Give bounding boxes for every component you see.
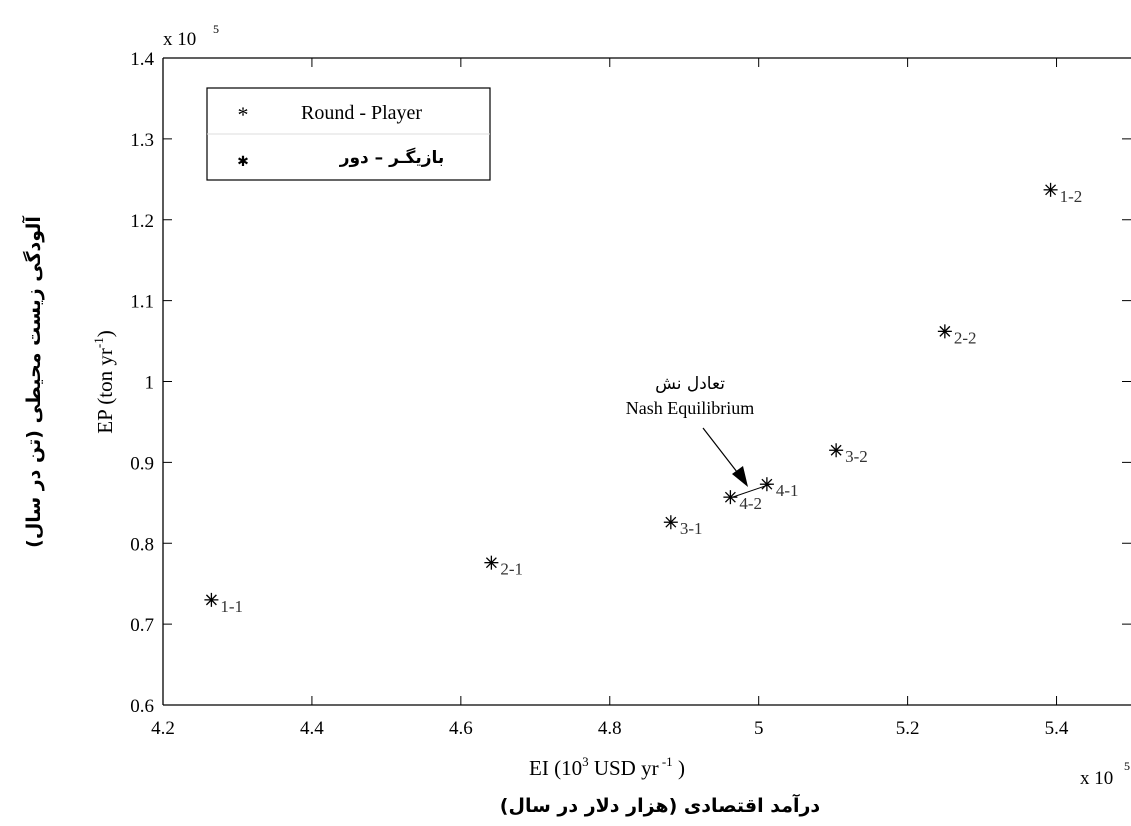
data-point-marker	[484, 555, 499, 570]
x-axis-title-persian: درآمد اقتصادی (هزار دلار در سال)	[500, 793, 821, 817]
data-point-marker	[759, 477, 774, 492]
x-tick-label: 4.4	[300, 718, 324, 739]
data-point-marker	[723, 490, 738, 505]
legend-marker-round-player: *	[238, 102, 249, 127]
y-tick-label: 0.6	[130, 696, 154, 717]
data-point-marker	[204, 592, 219, 607]
x-axis-title-end: )	[673, 756, 685, 780]
axis-ticks: 4.2 4.4 4.6 4.8 5 5.2 5.4 0.6 0.7 0.8 0.9 1 1.1 1.2 1.…	[130, 49, 1131, 739]
star-marker-stroke	[939, 325, 951, 337]
data-point-label: 2-1	[500, 560, 523, 579]
y-multiplier: x 10	[163, 29, 196, 50]
star-marker-stroke	[1045, 184, 1057, 196]
x-tick-label: 5.4	[1045, 718, 1069, 739]
data-point-label: 4-2	[739, 494, 762, 513]
data-point-label: 3-1	[680, 519, 703, 538]
legend-label-persian: بازیگـر – دور	[339, 147, 445, 168]
x-axis-title: EI (103 USD yr -1 )	[529, 754, 685, 780]
y-axis-title-sup: -1	[91, 337, 106, 348]
data-points: 1-1 2-1 3-1 4-2 4-1 3-2 2-2 1-2	[204, 182, 1083, 616]
data-point-marker	[937, 324, 952, 339]
data-point-marker	[1043, 182, 1058, 197]
data-point-label: 1-1	[220, 597, 243, 616]
y-tick-label: 1	[145, 373, 155, 394]
star-marker-stroke	[205, 594, 217, 606]
y-axis-title: EP (ton yr-1)	[91, 330, 117, 433]
x-tick-label: 4.6	[449, 718, 473, 739]
x-tick-label: 5.2	[896, 718, 920, 739]
star-marker-stroke	[485, 557, 497, 569]
x-axis-title-sup: 3	[582, 754, 589, 769]
x-tick-label: 5	[754, 718, 764, 739]
x-multiplier: x 10	[1080, 768, 1113, 789]
star-marker-stroke	[724, 491, 736, 503]
data-point-label: 1-2	[1060, 187, 1083, 206]
data-point-label: 2-2	[954, 328, 977, 347]
y-axis-title-end: )	[93, 330, 117, 337]
x-multiplier-exponent: 5	[1124, 759, 1130, 773]
y-tick-label: 1.3	[130, 130, 154, 151]
data-point-label: 4-1	[776, 481, 799, 500]
legend-label-round-player: Round - Player	[301, 102, 422, 124]
x-tick-label: 4.2	[151, 718, 175, 739]
nash-equilibrium-annotation: تعادل نش Nash Equilibrium	[626, 374, 772, 498]
data-point-marker	[829, 443, 844, 458]
data-point-marker	[663, 515, 678, 530]
data-point-label: 3-2	[845, 447, 868, 466]
y-axis-title-main: EP (ton yr	[93, 348, 117, 434]
star-marker-stroke	[761, 478, 773, 490]
x-axis-title-main: EI (10	[529, 756, 582, 780]
y-tick-label: 1.1	[130, 292, 154, 313]
legend: * Round - Player ✱ بازیگـر – دور	[206, 87, 491, 181]
star-marker-stroke	[665, 516, 677, 528]
y-tick-label: 1.2	[130, 211, 154, 232]
annotation-english: Nash Equilibrium	[626, 398, 755, 418]
y-tick-label: 0.7	[130, 615, 154, 636]
y-multiplier-exponent: 5	[213, 22, 219, 36]
star-marker-stroke	[830, 444, 842, 456]
y-tick-label: 0.9	[130, 453, 154, 474]
x-tick-label: 4.8	[598, 718, 622, 739]
annotation-arrowhead	[732, 466, 748, 487]
y-axis-title-persian: آلودگی زیست محیطی (تن در سال)	[21, 216, 45, 548]
x-axis-title-sup2: -1	[659, 754, 673, 769]
y-tick-label: 1.4	[130, 49, 154, 70]
nash-connector	[732, 483, 772, 498]
y-tick-label: 0.8	[130, 534, 154, 555]
legend-marker-persian: ✱	[237, 155, 249, 170]
annotation-persian: تعادل نش	[655, 374, 725, 394]
x-axis-title-rest: USD yr	[589, 756, 659, 780]
